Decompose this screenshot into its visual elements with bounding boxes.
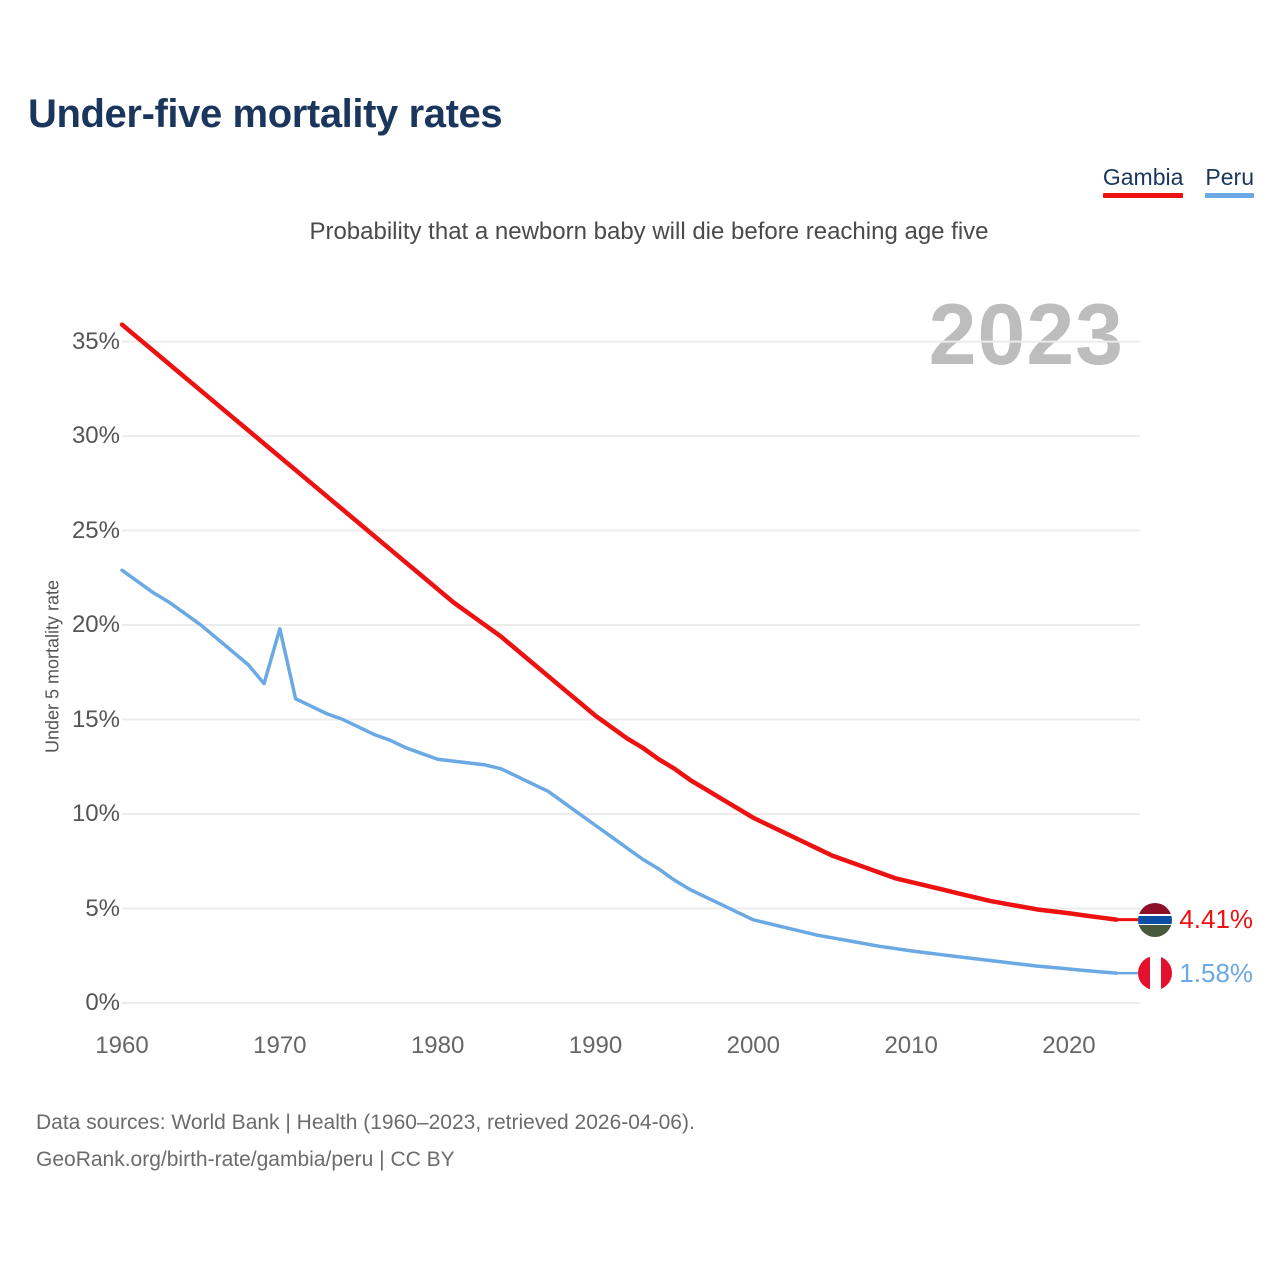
footer-data-sources: Data sources: World Bank | Health (1960–… xyxy=(36,1111,695,1134)
end-value-gambia: 4.41% xyxy=(1179,904,1254,935)
y-tick-label: 10% xyxy=(71,800,120,828)
x-tick-label: 1990 xyxy=(568,1032,623,1059)
legend-label-gambia: Gambia xyxy=(1102,164,1184,190)
y-axis-label: Under 5 mortality rate xyxy=(42,579,63,754)
footer: Data sources: World Bank | Health (1960–… xyxy=(36,1104,695,1178)
x-tick-label: 2020 xyxy=(1042,1032,1096,1059)
y-tick-label: 25% xyxy=(71,516,120,544)
y-tick-label: 20% xyxy=(71,611,120,639)
series-lines xyxy=(119,322,1145,975)
legend-item-peru[interactable]: Peru xyxy=(1205,164,1254,198)
page-title: Under-five mortality rates xyxy=(28,92,503,136)
series-line-gambia xyxy=(119,322,1119,922)
y-tick-label: 0% xyxy=(85,989,120,1016)
year-watermark: 2023 xyxy=(928,287,1124,383)
x-tick-label: 2000 xyxy=(726,1032,780,1059)
x-tick-label: 1960 xyxy=(95,1032,149,1059)
legend-label-peru: Peru xyxy=(1205,164,1254,190)
chart-subtitle: Probability that a newborn baby will die… xyxy=(309,218,989,245)
chart-legend: Gambia Peru xyxy=(1102,164,1254,198)
y-tick-label: 5% xyxy=(85,894,120,922)
x-tick-label: 1970 xyxy=(253,1032,307,1059)
footer-attribution: GeoRank.org/birth-rate/gambia/peru | CC … xyxy=(36,1148,455,1171)
gridlines xyxy=(122,340,1140,1004)
y-tick-label: 30% xyxy=(71,422,120,450)
x-tick-label: 1980 xyxy=(410,1032,465,1059)
end-label-gambia[interactable]: 4.41% xyxy=(1138,902,1254,937)
gambia-flag-icon xyxy=(1138,902,1173,937)
legend-color-swatch-peru xyxy=(1205,193,1254,198)
y-tick-label: 35% xyxy=(71,327,120,355)
end-label-peru[interactable]: 1.58% xyxy=(1138,956,1254,991)
y-tick-label: 15% xyxy=(71,705,120,733)
peru-flag-icon xyxy=(1138,956,1173,991)
end-value-peru: 1.58% xyxy=(1179,957,1254,988)
legend-color-swatch-gambia xyxy=(1102,193,1184,198)
legend-item-gambia[interactable]: Gambia xyxy=(1102,164,1184,198)
series-line-peru xyxy=(120,568,1119,975)
x-tick-label: 2010 xyxy=(884,1032,938,1059)
